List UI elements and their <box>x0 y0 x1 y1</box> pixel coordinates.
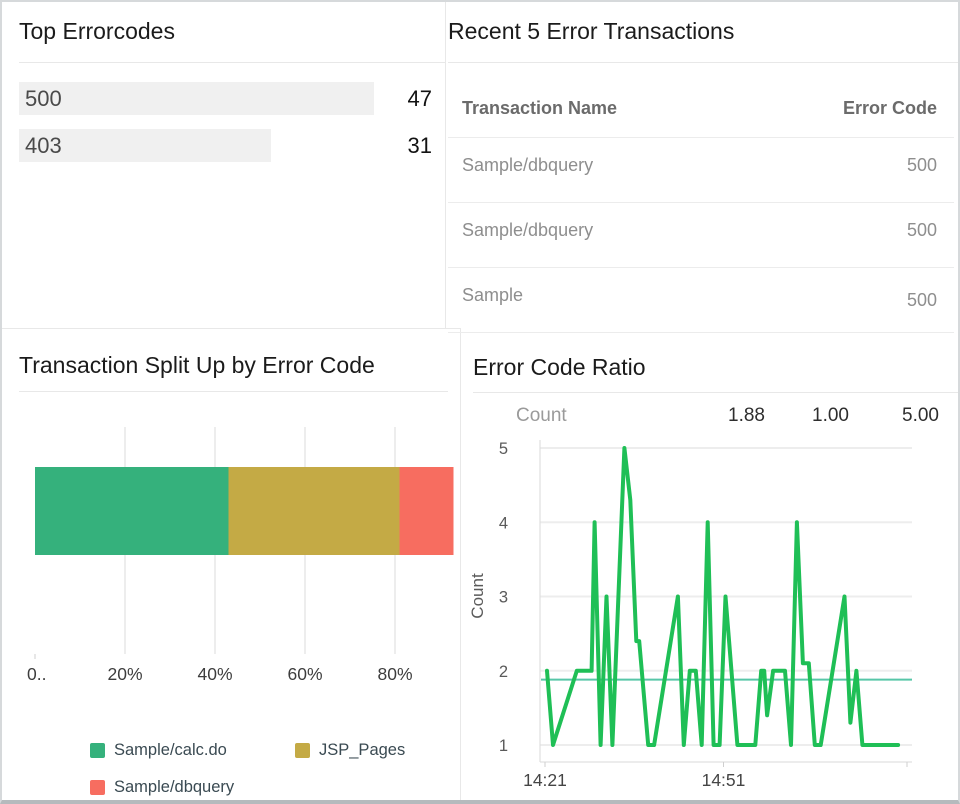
legend-item[interactable]: Sample/dbquery <box>90 777 235 796</box>
divider-vertical-top <box>445 2 446 328</box>
row-divider <box>448 267 954 268</box>
column-header-error-code: Error Code <box>842 98 937 118</box>
panel-title: Error Code Ratio <box>473 354 646 380</box>
x-axis-tick-label: 14:21 <box>523 770 567 790</box>
stacked-bar-chart: 0.. 20% 40% 60% 80% <box>27 427 454 684</box>
panel-error-code-ratio: Error Code Ratio Count 1.88 1.00 5.00 1 2… <box>461 328 958 800</box>
panel-transaction-split: Transaction Split Up by Error Code 0.. 20… <box>2 328 461 800</box>
y-axis-tick-label: 2 <box>499 663 508 681</box>
header-divider <box>448 137 954 138</box>
transaction-name-cell[interactable]: Sample <box>462 285 524 305</box>
error-code-cell: 500 <box>906 220 937 240</box>
x-axis-tick-label: 0.. <box>27 664 46 684</box>
legend-swatch <box>90 742 105 758</box>
errorcode-bar-list: 500 47 403 31 <box>2 2 446 328</box>
legend-swatch <box>90 779 105 795</box>
title-divider <box>19 62 445 63</box>
line-chart: 1 2 3 4 5 14:21 14:51 Count <box>468 440 912 790</box>
x-axis-tick-label: 40% <box>197 664 232 684</box>
panel-title: Top Errorcodes <box>19 18 175 44</box>
row-divider <box>448 202 954 203</box>
errorcode-count: 31 <box>407 133 432 158</box>
errorcode-label: 403 <box>25 133 62 158</box>
panel-title: Transaction Split Up by Error Code <box>19 352 375 378</box>
transaction-name-cell[interactable]: Sample/dbquery <box>462 220 594 240</box>
bar-segment-sample-dbquery[interactable] <box>399 467 454 555</box>
row-divider <box>448 332 954 333</box>
stats-count-label: Count <box>516 405 567 426</box>
errorcode-bar-row[interactable]: 403 <box>19 129 271 162</box>
errorcode-bar-row[interactable]: 500 <box>19 82 374 115</box>
y-axis-tick-label: 4 <box>499 514 508 532</box>
errorcode-label: 500 <box>25 86 62 111</box>
errorcode-count: 47 <box>407 86 432 111</box>
error-code-cell: 500 <box>906 155 937 175</box>
y-axis-tick-label: 1 <box>499 737 508 755</box>
legend-label: Sample/dbquery <box>114 777 235 796</box>
panel-top-errorcodes: Top Errorcodes 500 47 403 31 <box>2 2 446 328</box>
panel-recent-transactions: Recent 5 Error Transactions Transaction … <box>446 2 958 333</box>
stat-avg-value: 1.88 <box>728 405 765 426</box>
transaction-table: Sample/dbquery 500 Sample/dbquery 500 Sample… <box>446 2 958 333</box>
y-axis-tick-label: 3 <box>499 589 508 607</box>
x-axis-tick-label: 20% <box>107 664 142 684</box>
title-divider <box>19 391 448 392</box>
title-divider <box>448 62 958 63</box>
x-axis-tick-label: 60% <box>287 664 322 684</box>
legend-item[interactable]: Sample/calc.do <box>90 740 227 759</box>
bar-segment-jsp-pages[interactable] <box>228 467 400 555</box>
y-axis-tick-label: 5 <box>499 440 508 458</box>
divider-horizontal-left <box>2 328 461 329</box>
x-axis-tick-label: 14:51 <box>702 770 746 790</box>
error-code-cell: 500 <box>906 290 937 310</box>
panel-title: Recent 5 Error Transactions <box>448 18 735 44</box>
stat-min-value: 1.00 <box>812 405 849 426</box>
legend-label: Sample/calc.do <box>114 740 227 759</box>
count-series-line <box>545 446 901 747</box>
legend-swatch <box>295 742 310 758</box>
legend-label: JSP_Pages <box>319 740 406 759</box>
bar-segment-sample-calc-do[interactable] <box>35 467 229 555</box>
legend-item[interactable]: JSP_Pages <box>295 740 406 759</box>
stat-max-value: 5.00 <box>902 405 939 426</box>
divider-vertical-bottom <box>460 329 461 800</box>
chart-legend: Sample/calc.do JSP_Pages Sample/dbquery <box>2 328 461 800</box>
x-axis-tick-label: 80% <box>377 664 412 684</box>
title-divider <box>473 392 958 393</box>
column-header-transaction-name: Transaction Name <box>462 98 618 118</box>
y-axis-title: Count <box>468 573 487 619</box>
transaction-name-cell[interactable]: Sample/dbquery <box>462 155 594 175</box>
